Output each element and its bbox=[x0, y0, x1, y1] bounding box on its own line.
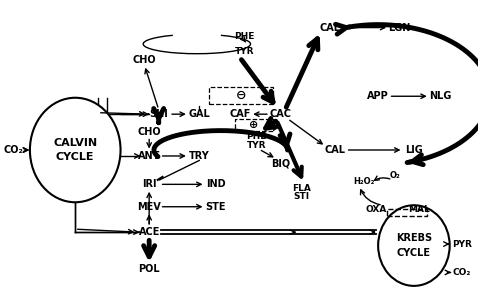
Text: H₂O₂: H₂O₂ bbox=[353, 177, 375, 186]
Text: BIQ: BIQ bbox=[271, 158, 290, 168]
Text: LIG: LIG bbox=[405, 145, 423, 155]
Text: ⊖: ⊖ bbox=[236, 89, 246, 102]
Text: CAL: CAL bbox=[325, 145, 346, 155]
Text: CYCLE: CYCLE bbox=[397, 248, 431, 258]
Text: OXA: OXA bbox=[365, 205, 387, 214]
Bar bbox=[209, 87, 273, 104]
Text: PYR: PYR bbox=[452, 240, 471, 249]
Text: KREBS: KREBS bbox=[396, 233, 432, 243]
Text: TYR: TYR bbox=[235, 47, 254, 56]
Text: CO₂: CO₂ bbox=[453, 268, 471, 277]
Ellipse shape bbox=[378, 205, 450, 286]
Text: CHO: CHO bbox=[137, 127, 161, 137]
Text: CAF: CAF bbox=[229, 109, 251, 119]
Text: IND: IND bbox=[206, 179, 226, 189]
Bar bbox=[235, 118, 273, 130]
Ellipse shape bbox=[30, 98, 121, 202]
Text: PHE: PHE bbox=[234, 32, 255, 41]
Text: NLG: NLG bbox=[429, 91, 451, 101]
Text: FLA: FLA bbox=[292, 184, 311, 193]
Text: POL: POL bbox=[138, 264, 160, 274]
Text: STE: STE bbox=[205, 202, 226, 212]
Text: IRI: IRI bbox=[142, 179, 157, 189]
Text: CAL: CAL bbox=[320, 22, 341, 33]
Text: ANT: ANT bbox=[138, 151, 160, 161]
Bar bbox=[387, 209, 427, 216]
Text: O₂: O₂ bbox=[389, 171, 400, 180]
Text: ACE: ACE bbox=[138, 227, 160, 237]
Text: ⊕: ⊕ bbox=[250, 120, 259, 130]
Text: STI: STI bbox=[294, 192, 310, 201]
Text: TYR: TYR bbox=[247, 141, 266, 150]
Text: LGN: LGN bbox=[388, 22, 411, 33]
Text: CAC: CAC bbox=[269, 109, 291, 119]
Text: CALVIN: CALVIN bbox=[53, 137, 97, 148]
Text: CYCLE: CYCLE bbox=[56, 152, 94, 163]
Text: APP: APP bbox=[367, 91, 389, 101]
Text: MEV: MEV bbox=[137, 202, 161, 212]
Text: PHE: PHE bbox=[246, 132, 267, 141]
Text: MAL: MAL bbox=[408, 205, 430, 214]
Text: SHI: SHI bbox=[149, 109, 168, 119]
Text: TRY: TRY bbox=[189, 151, 210, 161]
Text: CO₂: CO₂ bbox=[3, 145, 23, 155]
Text: CHO: CHO bbox=[133, 56, 156, 65]
Text: GAL: GAL bbox=[188, 109, 210, 119]
